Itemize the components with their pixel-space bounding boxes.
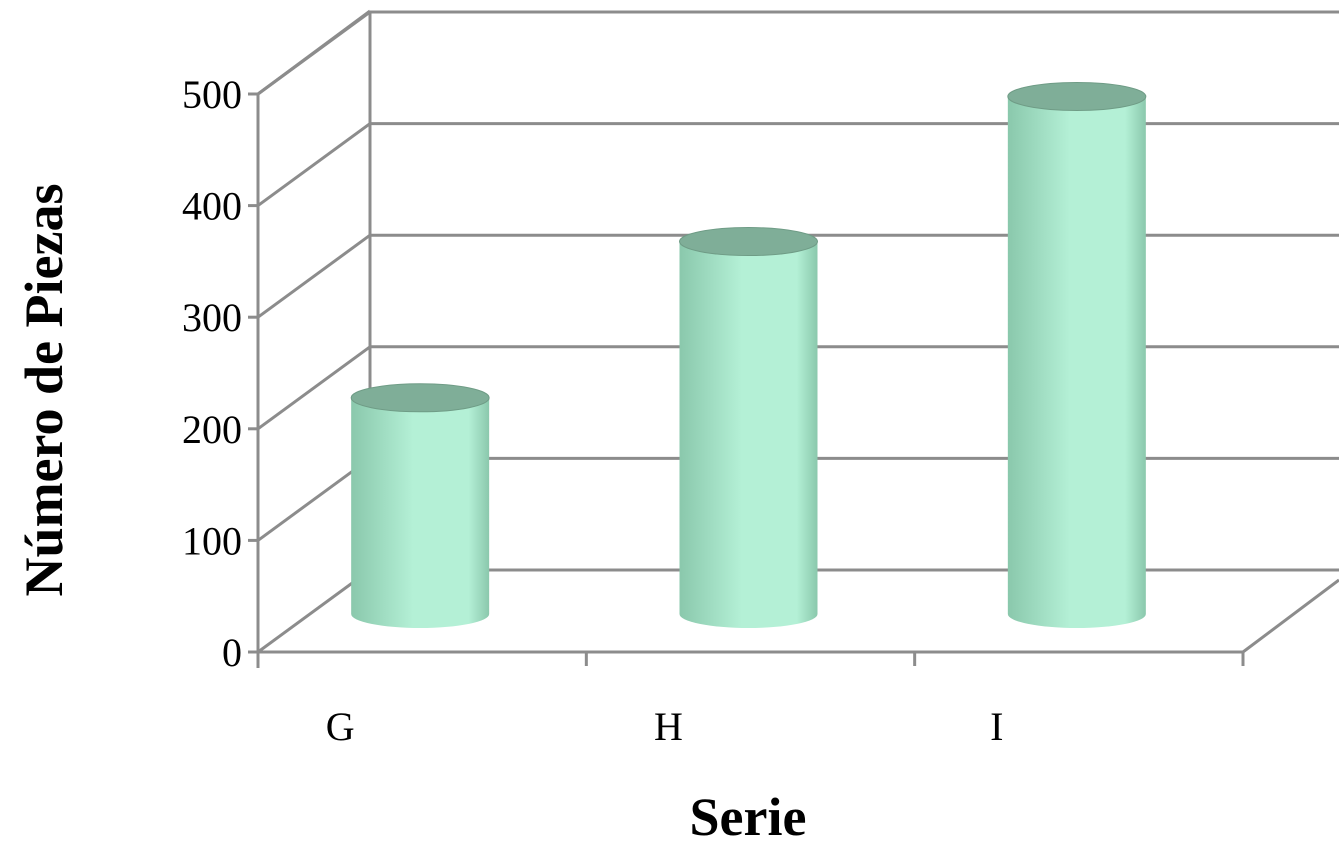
y-tick-label: 200	[182, 407, 242, 452]
y-tick-label: 0	[222, 630, 242, 675]
side-wall-line	[257, 122, 371, 207]
bar-body	[679, 241, 818, 628]
floor-right-edge	[1242, 578, 1339, 654]
y-tick-label: 300	[182, 295, 242, 340]
y-tick-label: 100	[182, 518, 242, 563]
bars	[350, 81, 1147, 629]
side-wall-line	[257, 233, 371, 319]
bar	[350, 383, 490, 628]
bar	[679, 227, 818, 628]
x-tick-label: H	[654, 704, 683, 749]
y-tick-label: 500	[182, 72, 242, 117]
axes	[248, 92, 1339, 668]
bar-top	[1007, 81, 1147, 111]
bar-top	[350, 383, 490, 413]
labels: 0 100 200 300 400 500 G H I	[182, 72, 1003, 749]
side-wall-line	[257, 345, 371, 431]
gridlines	[257, 9, 1339, 654]
x-tick-label: G	[326, 704, 355, 749]
bar	[1007, 81, 1147, 629]
x-tick-label: I	[990, 704, 1003, 749]
bar-body	[351, 397, 490, 628]
side-wall-top	[257, 9, 371, 96]
bar-top	[679, 227, 818, 257]
y-tick-label: 400	[182, 184, 242, 229]
bar-body	[1007, 96, 1146, 629]
y-axis-title: Número de Piezas	[14, 184, 74, 597]
x-axis-title: Serie	[690, 787, 807, 843]
